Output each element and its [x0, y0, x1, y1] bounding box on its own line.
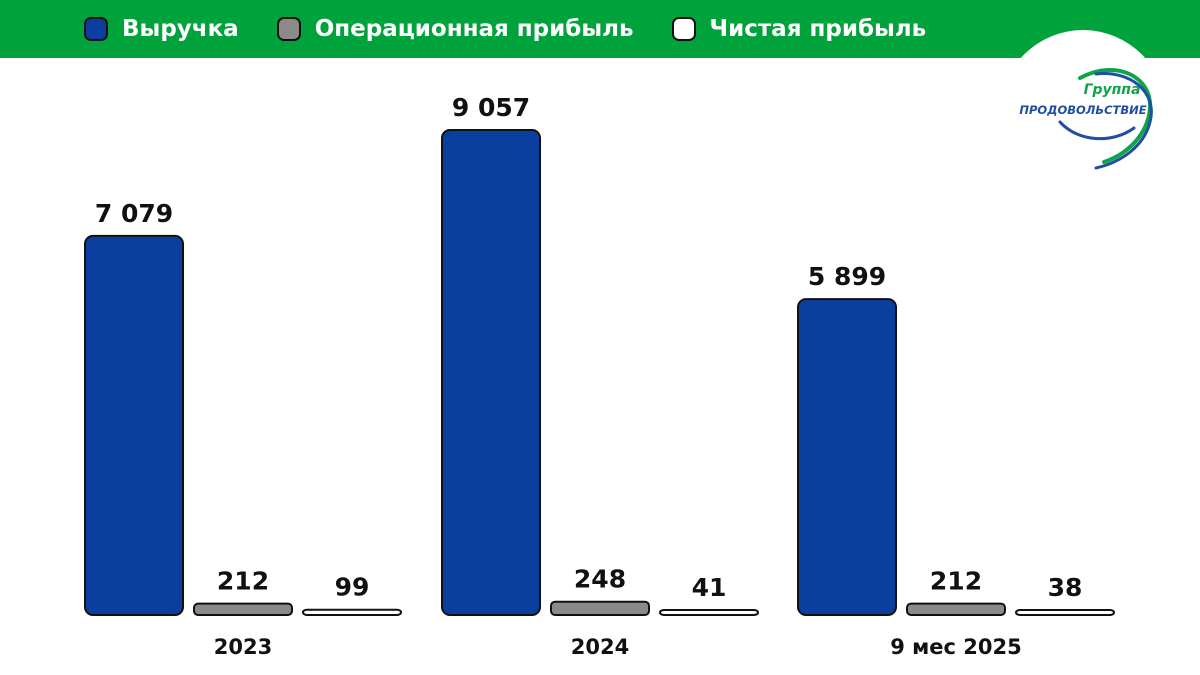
company-logo: Группа ПРОДОВОЛЬСТВИЕ — [1000, 30, 1166, 196]
category-label-1: 2023 — [214, 635, 272, 659]
legend-item-revenue: Выручка — [84, 16, 239, 42]
bar-operating-profit-3 — [906, 602, 1006, 617]
logo-swoosh-blue — [1094, 72, 1153, 170]
legend-label-operating-profit: Операционная прибыль — [314, 16, 634, 42]
legend-swatch-net-profit — [671, 17, 696, 41]
value-label-net-profit-3: 38 — [1048, 573, 1083, 602]
value-label-revenue-3: 5 899 — [808, 262, 886, 291]
bar-net-profit-2 — [659, 609, 759, 616]
legend-item-operating-profit: Операционная прибыль — [276, 16, 634, 42]
bar-revenue-1 — [84, 234, 184, 616]
value-label-revenue-1: 7 079 — [95, 199, 173, 228]
logo-text-brand: ПРОДОВОЛЬСТВИЕ — [1019, 103, 1146, 117]
value-label-net-profit-2: 41 — [692, 573, 727, 602]
logo-text-group: Группа — [1084, 82, 1141, 98]
bar-revenue-3 — [797, 298, 897, 616]
bar-net-profit-1 — [302, 608, 402, 616]
value-label-operating-profit-3: 212 — [930, 567, 982, 596]
value-label-revenue-2: 9 057 — [452, 93, 530, 122]
bar-operating-profit-2 — [550, 600, 650, 617]
bar-operating-profit-1 — [193, 602, 293, 617]
category-label-2: 2024 — [571, 635, 629, 659]
value-label-operating-profit-1: 212 — [217, 567, 269, 596]
bar-net-profit-3 — [1015, 609, 1115, 616]
category-label-3: 9 мес 2025 — [890, 635, 1022, 659]
logo-swoosh-blue-inner — [1058, 120, 1136, 141]
legend-swatch-revenue — [84, 17, 108, 41]
legend-item-net-profit: Чистая прибыль — [671, 16, 927, 42]
value-label-net-profit-1: 99 — [335, 573, 370, 602]
value-label-operating-profit-2: 248 — [574, 565, 626, 594]
bar-revenue-2 — [441, 129, 541, 616]
legend: Выручка Операционная прибыль Чистая приб… — [0, 0, 1200, 58]
logo-graphic: Группа ПРОДОВОЛЬСТВИЕ — [1019, 67, 1153, 170]
legend-label-net-profit: Чистая прибыль — [709, 16, 927, 42]
legend-swatch-operating-profit — [276, 17, 301, 41]
legend-label-revenue: Выручка — [122, 16, 239, 42]
